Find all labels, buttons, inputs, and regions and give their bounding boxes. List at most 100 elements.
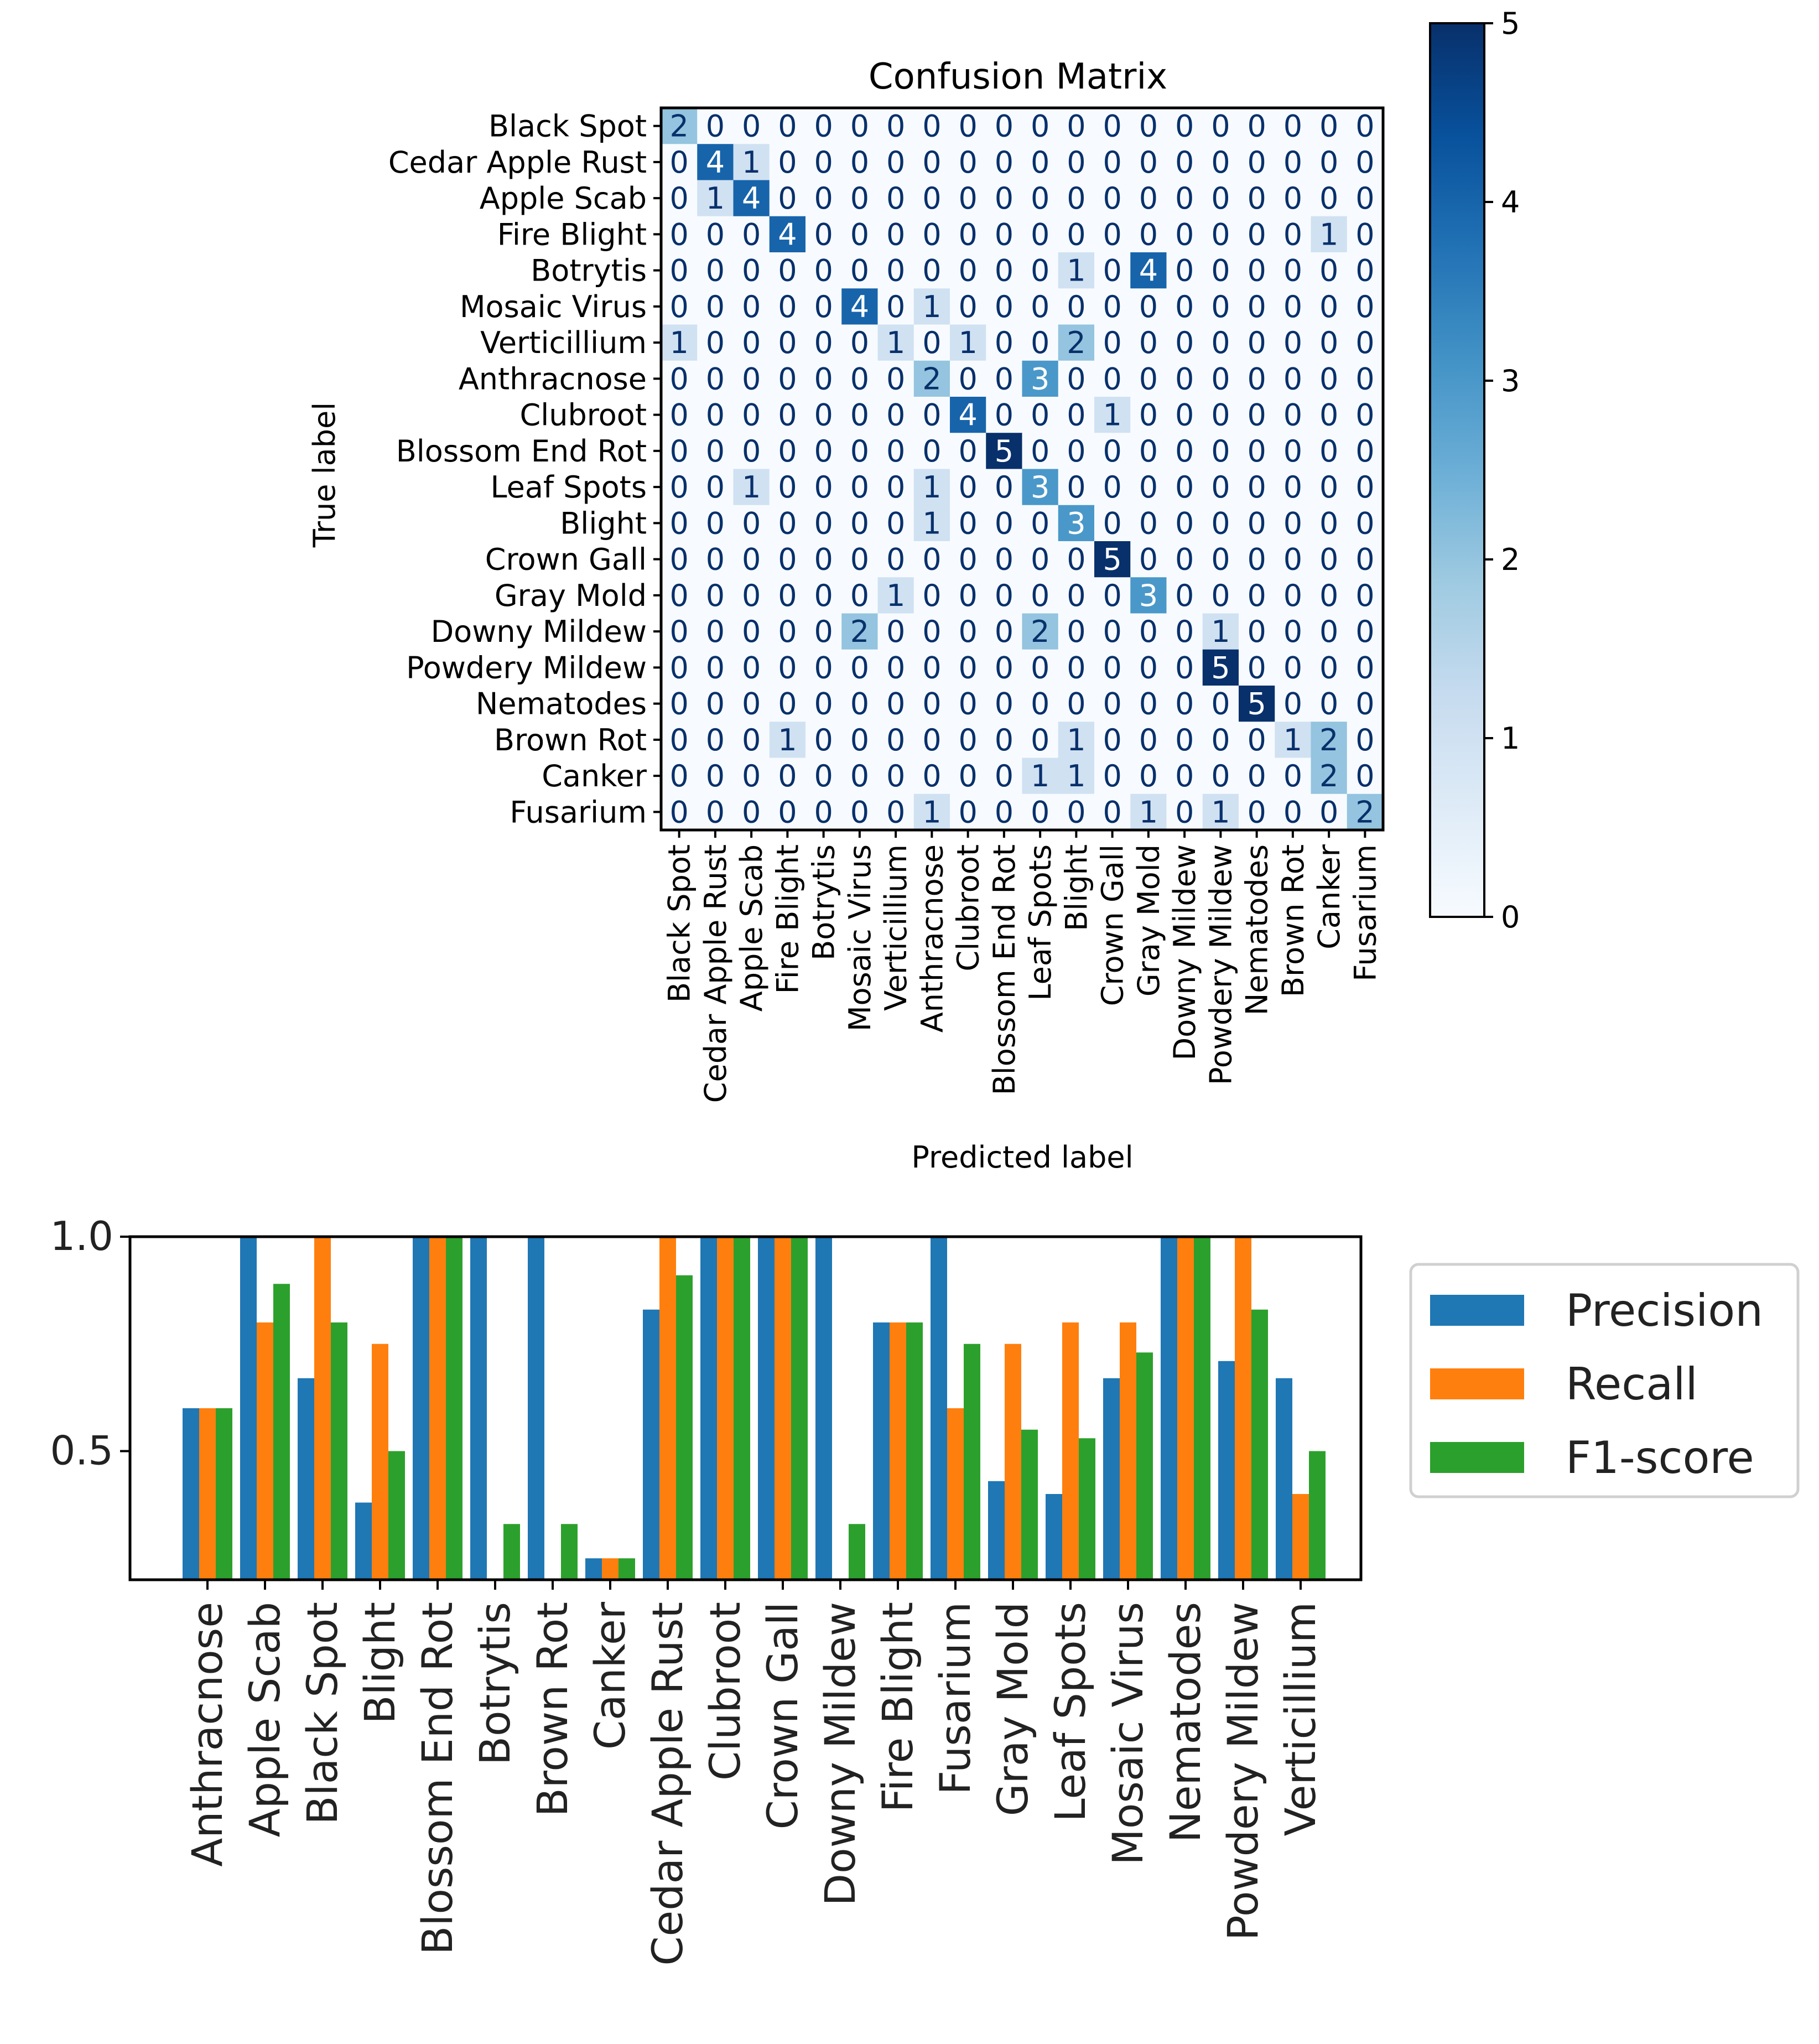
- cm-cell-value: 0: [1103, 506, 1121, 541]
- cm-cell-value: 0: [922, 398, 941, 433]
- cm-cell: [1347, 541, 1384, 578]
- cm-cell-value: 1: [1067, 253, 1085, 288]
- cm-cell-value: 1: [922, 795, 941, 829]
- bar-x-tick-label: Canker: [585, 1601, 635, 1750]
- cm-cell-value: 0: [706, 109, 725, 144]
- bar-recall: [199, 1408, 216, 1580]
- cm-cell: [697, 144, 734, 181]
- cm-y-tick-label: Fusarium: [510, 795, 647, 829]
- cm-cell-value: 0: [886, 217, 905, 252]
- cm-cell: [986, 758, 1023, 795]
- bar-recall: [602, 1558, 619, 1580]
- cm-cell: [769, 180, 806, 217]
- cm-cell-value: 0: [669, 795, 688, 829]
- cm-cell-value: 0: [706, 325, 725, 360]
- cm-cell-value: 4: [850, 289, 869, 324]
- cm-cell-value: 0: [850, 506, 869, 541]
- cm-cell-value: 0: [886, 542, 905, 577]
- cm-cell: [950, 722, 986, 759]
- cm-cell: [1130, 469, 1167, 506]
- cm-cell-value: 0: [1211, 289, 1230, 324]
- cm-cell: [661, 686, 698, 722]
- cm-cell-value: 0: [995, 650, 1014, 685]
- cm-cell: [1202, 722, 1239, 759]
- cm-cell: [697, 180, 734, 217]
- cm-cell: [1347, 216, 1384, 253]
- cm-cell-value: 0: [669, 759, 688, 793]
- cm-cell-value: 0: [742, 253, 761, 288]
- cm-cell: [697, 505, 734, 542]
- cm-cell-value: 0: [1247, 723, 1266, 758]
- cm-cell: [1347, 649, 1384, 686]
- cm-cell: [805, 793, 842, 831]
- cm-cell-value: 0: [1319, 361, 1338, 396]
- cm-cell: [1166, 541, 1203, 578]
- cm-cell-value: 0: [1139, 434, 1158, 469]
- cm-cell: [1311, 686, 1348, 722]
- cm-x-tick-label: Apple Scab: [734, 844, 769, 1011]
- cm-cell: [733, 793, 770, 831]
- cm-cell-value: 0: [958, 687, 977, 722]
- cm-cell-value: 0: [1031, 434, 1049, 469]
- cm-cell-value: 0: [1175, 109, 1194, 144]
- cm-cell: [1022, 360, 1059, 397]
- cm-cell-value: 0: [706, 614, 725, 649]
- cm-cell-value: 0: [850, 109, 869, 144]
- cm-cell-value: 0: [1211, 759, 1230, 793]
- cm-cell-value: 5: [995, 434, 1014, 469]
- cm-cell: [1130, 541, 1167, 578]
- bar-recall: [429, 1237, 446, 1580]
- cm-cell-value: 0: [706, 795, 725, 829]
- cm-cell: [1022, 722, 1059, 759]
- cm-cell-value: 0: [1175, 289, 1194, 324]
- cm-cell-value: 0: [1319, 795, 1338, 829]
- cm-cell: [1311, 324, 1348, 361]
- cm-cell-value: 0: [1319, 181, 1338, 216]
- cm-cell-value: 0: [922, 687, 941, 722]
- cm-cell-value: 0: [669, 470, 688, 505]
- cm-cell-value: 0: [1103, 687, 1121, 722]
- cm-cell: [1166, 433, 1203, 470]
- cm-cell-value: 0: [1031, 398, 1049, 433]
- cm-cell-value: 0: [1247, 217, 1266, 252]
- cm-cell: [877, 324, 914, 361]
- cm-cell: [1166, 108, 1203, 144]
- cm-cell-value: 0: [1247, 578, 1266, 613]
- cm-cell: [1311, 577, 1348, 614]
- cm-cell: [805, 433, 842, 470]
- cm-cell: [661, 397, 698, 433]
- cm-cell: [913, 469, 950, 506]
- cm-cell-value: 0: [1283, 181, 1302, 216]
- cm-cell-value: 2: [669, 109, 688, 144]
- cm-cell-value: 0: [850, 723, 869, 758]
- bar-recall: [1120, 1322, 1136, 1580]
- colorbar-tick-label: 1: [1501, 721, 1520, 756]
- cm-cell: [733, 433, 770, 470]
- cm-cell-value: 0: [1031, 542, 1049, 577]
- cm-cell: [841, 360, 879, 397]
- cm-cell-value: 0: [706, 217, 725, 252]
- cm-cell: [986, 649, 1023, 686]
- bar-recall: [1292, 1494, 1309, 1580]
- cm-cell-value: 0: [1355, 759, 1374, 793]
- cm-cell: [913, 686, 950, 722]
- cm-cell-value: 0: [1247, 181, 1266, 216]
- bar-x-tick-label: Blossom End Rot: [413, 1602, 462, 1955]
- cm-cell-value: 1: [1139, 795, 1158, 829]
- cm-cell-value: 0: [1175, 181, 1194, 216]
- cm-cell-value: 0: [958, 217, 977, 252]
- cm-cell: [950, 144, 986, 181]
- bar-x-tick-label: Black Spot: [298, 1602, 347, 1825]
- cm-cell-value: 0: [1067, 470, 1085, 505]
- cm-cell: [1130, 324, 1167, 361]
- cm-cell-value: 0: [1355, 578, 1374, 613]
- cm-cell: [841, 541, 879, 578]
- cm-cell-value: 0: [814, 687, 833, 722]
- cm-cell-value: 0: [706, 398, 725, 433]
- cm-cell: [661, 793, 698, 831]
- bar-f1-score: [1194, 1237, 1210, 1580]
- bar-precision: [873, 1322, 890, 1580]
- cm-cell-value: 0: [1031, 181, 1049, 216]
- cm-cell-value: 0: [886, 253, 905, 288]
- cm-cell-value: 0: [1355, 253, 1374, 288]
